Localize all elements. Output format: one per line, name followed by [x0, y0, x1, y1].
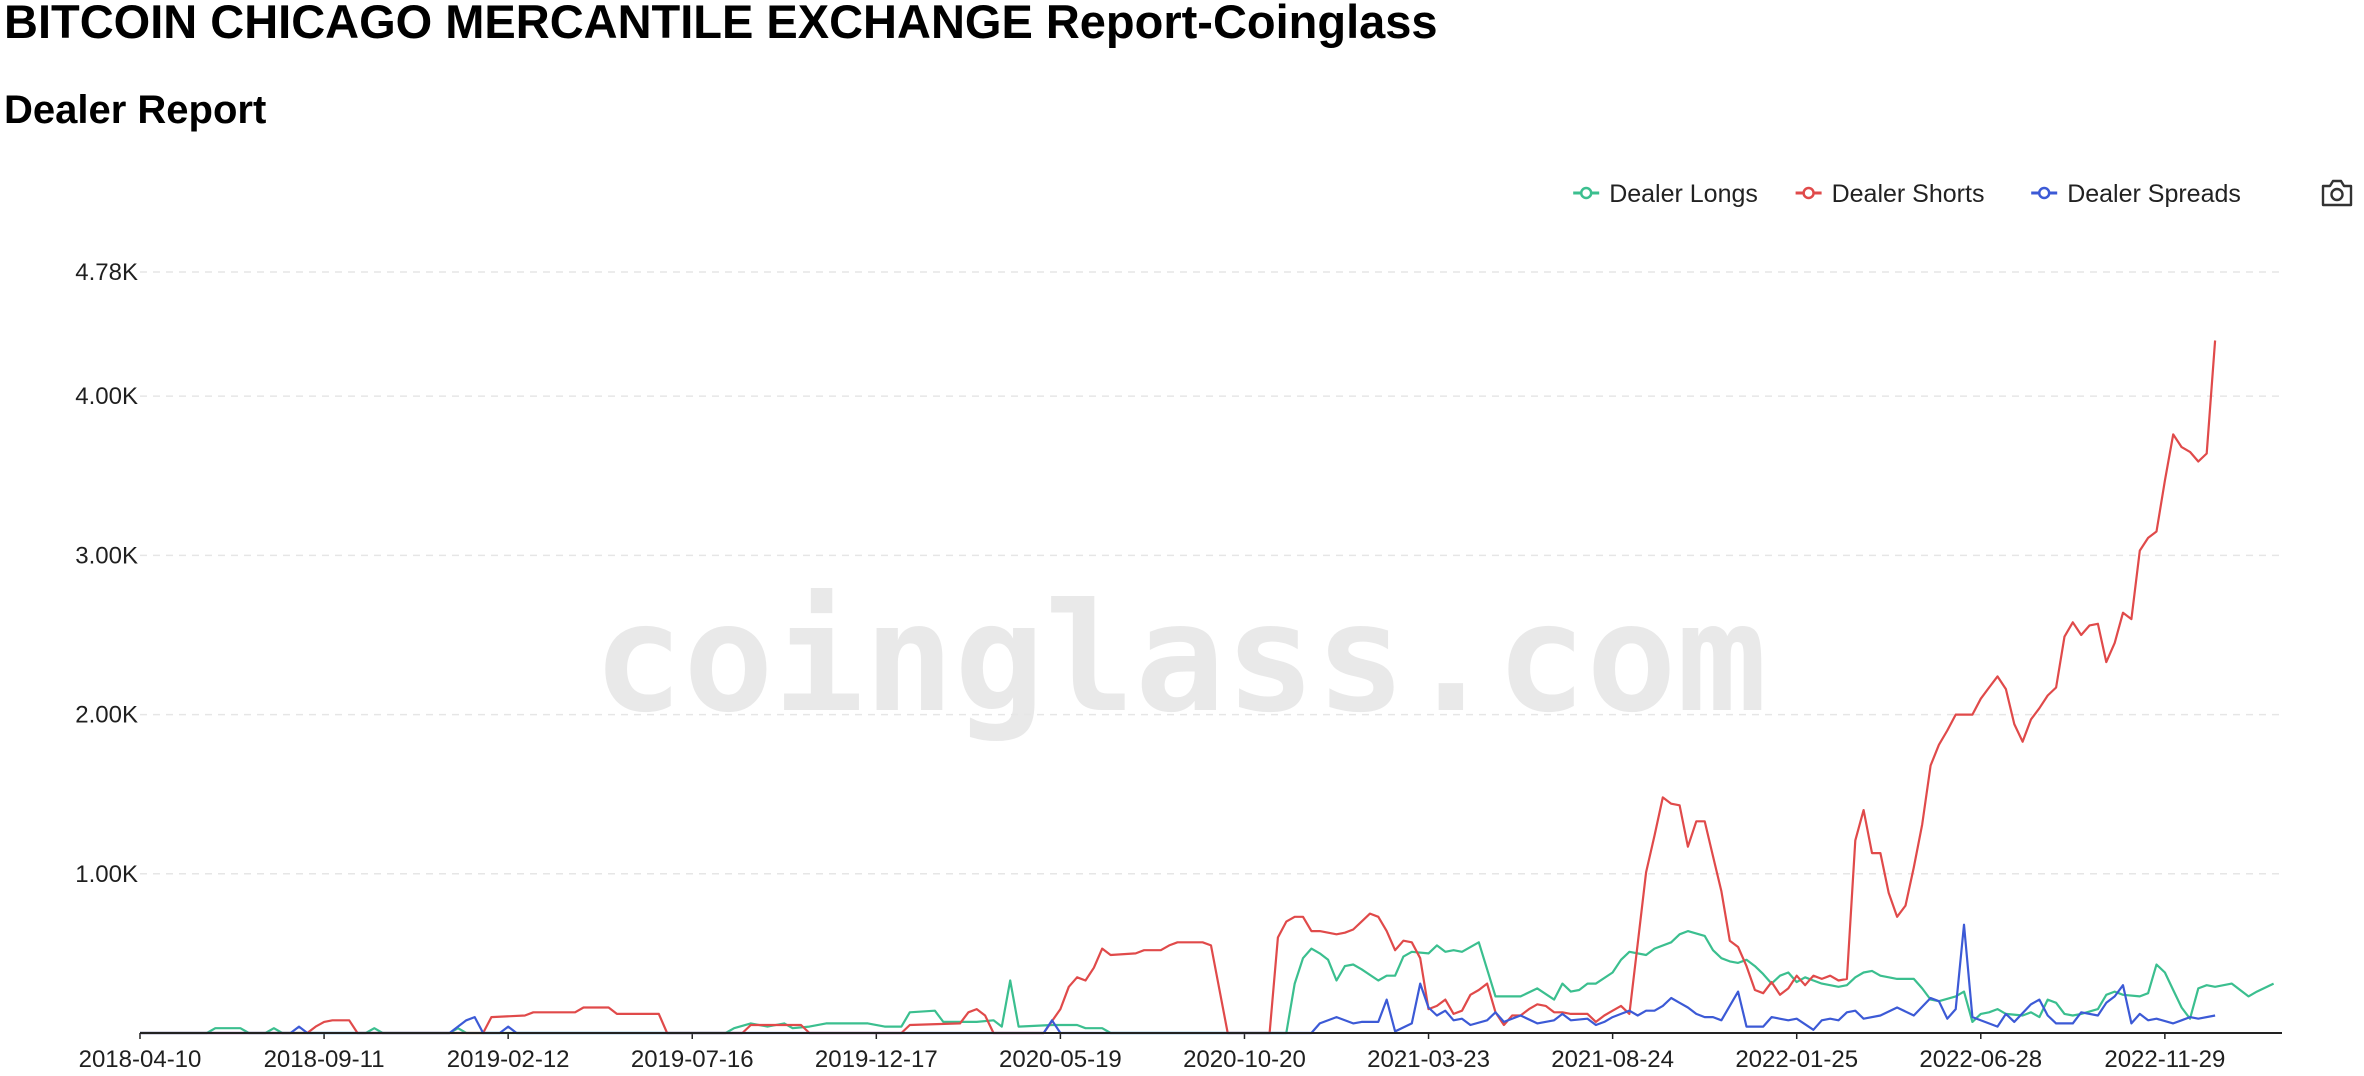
- x-tick-label: 2022-06-28: [1919, 1046, 2042, 1073]
- x-tick-label: 2021-08-24: [1551, 1046, 1674, 1073]
- x-tick-label: 2018-04-10: [79, 1046, 202, 1073]
- x-tick-label: 2019-07-16: [631, 1046, 754, 1073]
- legend-label: Dealer Spreads: [2067, 180, 2241, 208]
- page-title: BITCOIN CHICAGO MERCANTILE EXCHANGE Repo…: [4, 0, 1438, 48]
- x-tick-label: 2020-05-19: [999, 1046, 1122, 1073]
- watermark: coinglass.com: [593, 572, 1767, 746]
- y-tick-label: 1.00K: [75, 861, 138, 888]
- section-title: Dealer Report: [4, 88, 267, 132]
- legend-label: Dealer Shorts: [1832, 180, 1985, 208]
- x-tick-label: 2018-09-11: [264, 1046, 385, 1073]
- x-tick-label: 2022-01-25: [1735, 1046, 1858, 1073]
- series-lines: [140, 340, 2275, 1035]
- series-line-0: [140, 929, 2275, 1035]
- x-tick-label: 2019-12-17: [815, 1046, 938, 1073]
- legend-swatch-marker: [2037, 186, 2051, 200]
- camera-icon[interactable]: [2320, 178, 2354, 208]
- y-axis-ticks: 1.00K 2.00K 3.00K 4.00K 4.78K: [75, 259, 138, 888]
- x-axis-ticks: 2018-04-10 2018-09-11 2019-02-12 2019-07-16…: [79, 1033, 2225, 1073]
- y-tick-label: 4.78K: [75, 259, 138, 286]
- y-tick-label: 4.00K: [75, 383, 138, 410]
- y-tick-label: 3.00K: [75, 542, 138, 569]
- y-tick-label: 2.00K: [75, 702, 138, 729]
- legend-swatch-marker: [1802, 186, 1815, 200]
- x-tick-label: 2021-03-23: [1367, 1046, 1490, 1073]
- x-tick-label: 2020-10-20: [1183, 1046, 1306, 1073]
- legend-item-1: Dealer Shorts: [1795, 180, 1985, 208]
- legend-item-2: Dealer Spreads: [2031, 180, 2241, 208]
- legend-label: Dealer Longs: [1609, 180, 1758, 208]
- grid-lines: [140, 271, 2282, 875]
- legend-item-0: Dealer Longs: [1573, 180, 1758, 208]
- series-line-2: [140, 923, 2216, 1035]
- series-line-1: [140, 340, 2217, 1035]
- x-tick-label: 2019-02-12: [447, 1046, 570, 1073]
- x-tick-label: 2022-11-29: [2104, 1046, 2225, 1073]
- legend-swatch-marker: [1579, 186, 1593, 200]
- legend: Dealer Longs Dealer Shorts Dealer Spreads: [1573, 180, 2241, 208]
